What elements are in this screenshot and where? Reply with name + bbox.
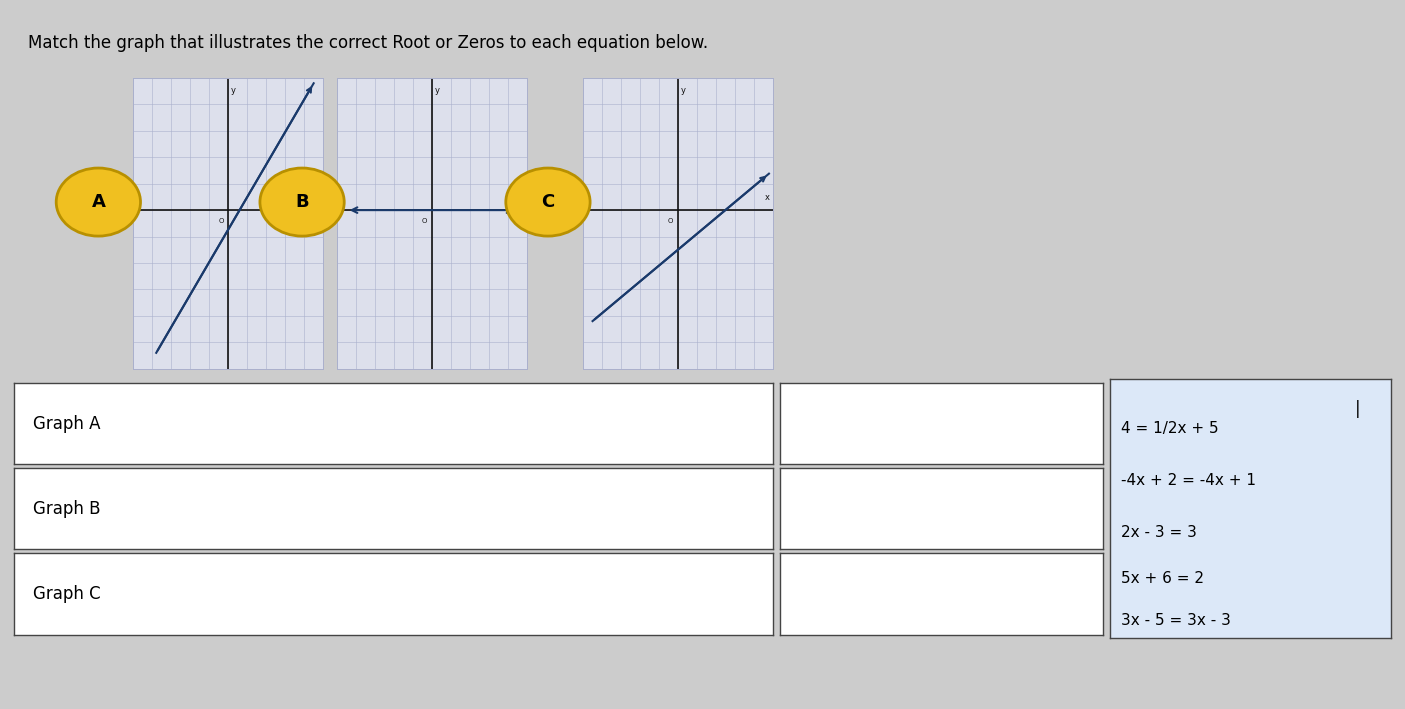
Text: Graph C: Graph C — [34, 585, 101, 603]
Text: 4 = 1/2x + 5: 4 = 1/2x + 5 — [1121, 421, 1218, 436]
Text: |: | — [1354, 400, 1360, 418]
Text: C: C — [541, 193, 555, 211]
Text: O: O — [667, 218, 673, 224]
Ellipse shape — [260, 168, 344, 236]
Text: y: y — [232, 86, 236, 95]
Text: x: x — [520, 193, 524, 202]
Text: x: x — [766, 193, 770, 202]
Text: y: y — [681, 86, 686, 95]
Text: 3x - 5 = 3x - 3: 3x - 5 = 3x - 3 — [1121, 613, 1231, 627]
Text: 2x - 3 = 3: 2x - 3 = 3 — [1121, 525, 1197, 540]
Ellipse shape — [56, 168, 140, 236]
Text: B: B — [295, 193, 309, 211]
Text: Match the graph that illustrates the correct Root or Zeros to each equation belo: Match the graph that illustrates the cor… — [28, 33, 708, 52]
Text: y: y — [436, 86, 440, 95]
Text: Graph B: Graph B — [34, 500, 101, 518]
Text: O: O — [218, 218, 223, 224]
Text: -4x + 2 = -4x + 1: -4x + 2 = -4x + 1 — [1121, 473, 1256, 488]
Ellipse shape — [506, 168, 590, 236]
Text: 5x + 6 = 2: 5x + 6 = 2 — [1121, 571, 1204, 586]
Text: A: A — [91, 193, 105, 211]
Text: Graph A: Graph A — [34, 415, 101, 432]
Text: x: x — [316, 193, 320, 202]
Text: O: O — [422, 218, 427, 224]
